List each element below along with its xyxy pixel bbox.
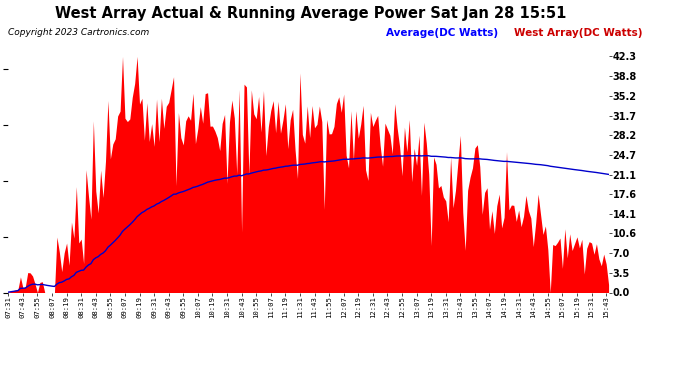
Text: West Array Actual & Running Average Power Sat Jan 28 15:51: West Array Actual & Running Average Powe… <box>55 6 566 21</box>
Text: Copyright 2023 Cartronics.com: Copyright 2023 Cartronics.com <box>8 28 150 37</box>
Text: West Array(DC Watts): West Array(DC Watts) <box>514 28 642 38</box>
Text: Average(DC Watts): Average(DC Watts) <box>386 28 498 38</box>
